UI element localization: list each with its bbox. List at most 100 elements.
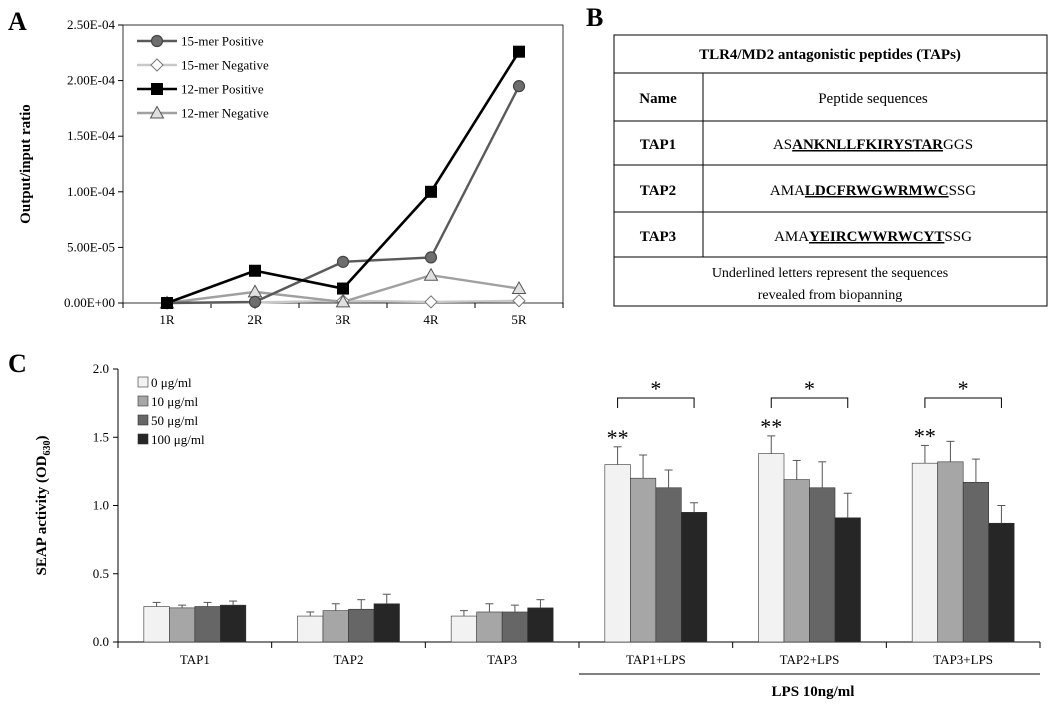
legend-swatch bbox=[137, 414, 149, 426]
table-row-name: TAP3 bbox=[640, 229, 676, 245]
legend-swatch bbox=[137, 376, 149, 388]
bar bbox=[783, 479, 810, 643]
legend-swatch bbox=[137, 395, 149, 407]
legend-label: 12-mer Positive bbox=[181, 82, 264, 97]
significance-bracket bbox=[924, 397, 1002, 408]
sequence-suffix: SSG bbox=[944, 229, 972, 245]
x-tick-label-a: 5R bbox=[511, 312, 527, 327]
y-tick-label-c: 1.0 bbox=[93, 498, 109, 513]
lps-group-label: LPS 10ng/ml bbox=[772, 684, 855, 700]
bar bbox=[373, 603, 400, 643]
table-title: TLR4/MD2 antagonistic peptides (TAPs) bbox=[699, 47, 961, 63]
bar bbox=[527, 607, 554, 643]
x-tick-label-c: TAP1 bbox=[180, 652, 210, 667]
y-tick-label-a: 0.00E+00 bbox=[64, 295, 115, 310]
data-point bbox=[512, 294, 526, 308]
significance-star: * bbox=[650, 376, 661, 401]
table-col-seq-header: Peptide sequences bbox=[818, 91, 928, 107]
y-tick-label-a: 1.00E-04 bbox=[67, 184, 116, 199]
data-point bbox=[336, 255, 350, 268]
y-tick-label-c: 2.0 bbox=[93, 361, 109, 376]
sequence-prefix: AS bbox=[773, 137, 792, 153]
bar bbox=[476, 611, 503, 643]
data-point bbox=[424, 295, 438, 309]
table-row-name: TAP2 bbox=[640, 183, 676, 199]
data-point bbox=[247, 284, 263, 298]
bar bbox=[809, 487, 836, 643]
y-axis-label-c: SEAP activity (OD630) bbox=[34, 436, 53, 576]
table-row-sequence: ASANKNLLFKIRYSTARGGS bbox=[773, 137, 973, 153]
data-point bbox=[161, 297, 173, 309]
panel-label-a: A bbox=[8, 7, 27, 36]
x-tick-label-a: 2R bbox=[247, 312, 263, 327]
legend-label: 0 μg/ml bbox=[151, 375, 192, 390]
y-tick-label-a: 1.50E-04 bbox=[67, 128, 116, 143]
bar bbox=[169, 607, 196, 643]
sequence-prefix: AMA bbox=[774, 229, 809, 245]
significance-star: * bbox=[804, 376, 815, 401]
bar bbox=[834, 517, 861, 643]
bar bbox=[911, 462, 938, 643]
significance-bracket bbox=[617, 397, 695, 408]
legend-label: 15-mer Negative bbox=[181, 58, 269, 73]
panel-label-c: C bbox=[8, 349, 27, 378]
bar bbox=[937, 461, 964, 643]
sequence-core: ANKNLLFKIRYSTAR bbox=[792, 137, 943, 153]
x-tick-label-c: TAP2+LPS bbox=[780, 652, 840, 667]
data-point bbox=[423, 267, 439, 281]
data-point bbox=[337, 282, 349, 295]
bar bbox=[758, 453, 785, 643]
data-point bbox=[513, 45, 525, 58]
legend-label: 10 μg/ml bbox=[151, 394, 198, 409]
significance-double-star: ** bbox=[914, 423, 936, 448]
legend-label: 15-mer Positive bbox=[181, 34, 264, 49]
peptide-table: TLR4/MD2 antagonistic peptides (TAPs) Na… bbox=[613, 34, 1048, 307]
bar bbox=[988, 522, 1015, 643]
bar bbox=[348, 608, 375, 643]
bar bbox=[681, 512, 708, 643]
x-tick-label-a: 1R bbox=[159, 312, 175, 327]
data-point bbox=[248, 295, 262, 308]
table-note-line1: Underlined letters represent the sequenc… bbox=[712, 266, 948, 281]
line-chart-a: Output/input ratio 0.00E+00 5.00E-05 1.00E… bbox=[18, 17, 564, 327]
table-border bbox=[613, 34, 1048, 307]
bar bbox=[322, 610, 349, 643]
bar bbox=[655, 487, 682, 643]
sequence-core: LDCFRWGWRMWC bbox=[805, 183, 949, 199]
x-tick-label-c: TAP2 bbox=[333, 652, 363, 667]
table-col-name-header: Name bbox=[639, 91, 677, 107]
significance-bracket bbox=[770, 397, 849, 408]
table-rows: TAP1 ASANKNLLFKIRYSTARGGS TAP2 AMA LDCFRWGWR… bbox=[640, 137, 976, 245]
y-tick-label-c: 0.5 bbox=[93, 566, 109, 581]
bar bbox=[630, 477, 657, 643]
legend-swatch-marker bbox=[149, 105, 165, 119]
legend-swatch-marker bbox=[151, 83, 163, 95]
panel-label-b: B bbox=[586, 3, 603, 32]
y-axis-label-c-end: ) bbox=[34, 436, 50, 441]
y-axis-label-a: Output/input ratio bbox=[18, 104, 34, 224]
legend-swatch bbox=[137, 433, 149, 445]
significance-star: * bbox=[958, 376, 969, 401]
significance-double-star: ** bbox=[607, 425, 629, 450]
data-point bbox=[512, 80, 526, 93]
table-row-name: TAP1 bbox=[640, 137, 676, 153]
legend-swatch-marker bbox=[150, 58, 164, 72]
y-axis-label-c-main: SEAP activity (OD bbox=[34, 455, 50, 575]
bar bbox=[962, 481, 989, 643]
x-tick-label-a: 3R bbox=[335, 312, 351, 327]
bar bbox=[450, 615, 477, 643]
significance-double-star: ** bbox=[760, 414, 782, 439]
legend-swatch-marker bbox=[150, 34, 164, 48]
sequence-suffix: SSG bbox=[949, 183, 977, 199]
y-tick-label-c: 0.0 bbox=[93, 634, 109, 649]
data-point bbox=[425, 185, 437, 198]
bar bbox=[604, 464, 631, 643]
bar-chart-c: SEAP activity (OD630) LPS 10ng/ml 0.0 0.5… bbox=[34, 361, 1041, 700]
y-tick-label-c: 1.5 bbox=[93, 429, 109, 444]
x-tick-label-c: TAP3+LPS bbox=[933, 652, 993, 667]
data-point bbox=[511, 281, 527, 295]
x-tick-label-c: TAP1+LPS bbox=[626, 652, 686, 667]
y-tick-label-a: 2.00E-04 bbox=[67, 73, 116, 88]
bar bbox=[194, 606, 221, 643]
